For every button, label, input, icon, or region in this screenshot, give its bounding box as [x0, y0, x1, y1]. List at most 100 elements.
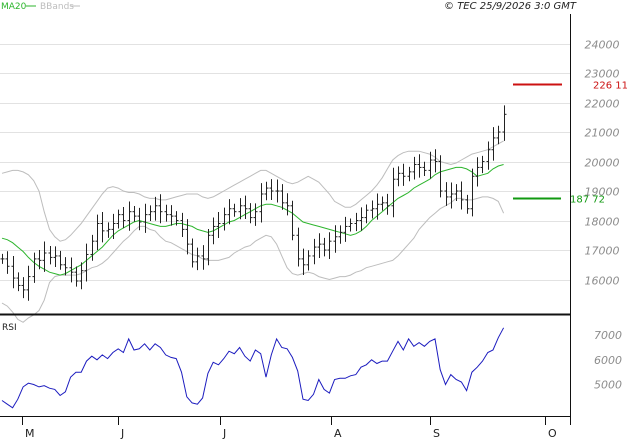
ohlc-bar [465, 194, 470, 214]
ohlc-bar [137, 207, 142, 231]
ohlc-bar [74, 266, 79, 287]
ohlc-bar [84, 243, 89, 282]
ohlc-bar [348, 218, 353, 232]
ohlc-bar [396, 166, 401, 187]
ohlc-bar [37, 249, 42, 270]
price-tick-label: 18000 [585, 216, 620, 229]
ohlc-bar [11, 256, 16, 289]
price-tick-label: 17000 [585, 245, 620, 258]
price-tick-label: 21000 [585, 127, 620, 140]
rsi-tick-label: 5000 [594, 378, 622, 391]
ohlc-bar [333, 225, 338, 253]
resistance-level-label: 226 11 [593, 81, 627, 92]
price-tick-label: 16000 [585, 275, 620, 288]
month-label: J [120, 427, 124, 440]
ohlc-bar [238, 198, 243, 220]
ohlc-bar [185, 219, 190, 255]
ohlc-bar [26, 265, 31, 301]
ohlc-bar [401, 163, 406, 186]
ohlc-bar [459, 181, 464, 210]
ohlc-bar [180, 212, 185, 237]
bbands-upper-line [1, 140, 504, 242]
ohlc-bar [169, 205, 174, 226]
ohlc-bar [153, 196, 158, 221]
ohlc-bar [16, 272, 21, 292]
ohlc-bar [21, 277, 26, 299]
ohlc-bar [32, 252, 37, 283]
ohlc-bar [58, 250, 63, 270]
rsi-panel: RSI 5000 6000 7000 [1, 323, 622, 409]
ohlc-bar [111, 213, 116, 239]
ohlc-bar [0, 253, 5, 264]
month-label: M [25, 427, 35, 440]
ohlc-bar [164, 204, 169, 222]
price-tick-label: 24000 [585, 39, 620, 52]
ohlc-bar [53, 246, 58, 267]
ohlc-bar [296, 227, 301, 267]
ohlc-bar [428, 151, 433, 179]
ohlc-bar [116, 209, 121, 229]
ohlc-bar [264, 181, 269, 201]
ohlc-bar [438, 155, 443, 198]
ohlc-bars [0, 105, 507, 301]
ohlc-bar [216, 211, 221, 238]
ohlc-bar [491, 127, 496, 161]
ohlc-bar [100, 211, 105, 243]
ohlc-bar [475, 157, 480, 187]
ohlc-bar [259, 183, 264, 223]
ohlc-bar [48, 246, 53, 265]
ohlc-bar [174, 211, 179, 226]
ohlc-bar [285, 193, 290, 216]
ohlc-bar [132, 206, 137, 222]
ohlc-bar [222, 207, 227, 231]
ohlc-bar [417, 154, 422, 178]
ohlc-bar [79, 262, 84, 290]
ohlc-bar [211, 217, 216, 245]
ohlc-bar [412, 156, 417, 180]
rsi-line [1, 327, 505, 409]
ohlc-bar [306, 250, 311, 271]
ma20-line [1, 164, 504, 276]
ohlc-bar [206, 228, 211, 266]
ohlc-bar [312, 238, 317, 265]
ohlc-bar [480, 155, 485, 174]
ohlc-bar [195, 247, 200, 271]
ohlc-bar [275, 179, 280, 203]
legend-bbands-label: BBands [40, 2, 74, 12]
ohlc-bar [422, 161, 427, 177]
ohlc-bar [433, 149, 438, 173]
ohlc-bar [375, 193, 380, 220]
price-tick-label: 20000 [585, 157, 620, 170]
ohlc-bar [322, 237, 327, 257]
ohlc-bar [127, 201, 132, 231]
ohlc-bar [5, 251, 10, 274]
ohlc-bar [502, 105, 507, 141]
ohlc-bar [227, 199, 232, 225]
ohlc-bar [370, 200, 375, 219]
ohlc-bar [143, 203, 148, 233]
ohlc-bar [248, 203, 253, 224]
ohlc-bar [201, 245, 206, 270]
ohlc-bar [359, 207, 364, 231]
ohlc-bar [95, 214, 100, 251]
ohlc-bar [317, 233, 322, 258]
ohlc-bar [364, 204, 369, 224]
ohlc-bar [90, 234, 95, 261]
ohlc-bar [69, 257, 74, 283]
ohlc-bar [444, 182, 449, 206]
ohlc-bar [243, 195, 248, 219]
rsi-tick-label: 6000 [594, 354, 622, 367]
rsi-axis: 5000 6000 7000 [594, 329, 622, 391]
ohlc-bar [496, 125, 501, 145]
ohlc-bar [301, 248, 306, 276]
ohlc-bar [407, 166, 412, 182]
price-grid [0, 44, 570, 281]
ohlc-bar [106, 222, 111, 238]
month-label: O [548, 427, 557, 440]
month-label: A [334, 427, 342, 440]
ohlc-bar [232, 203, 237, 217]
rsi-tick-label: 7000 [594, 329, 622, 342]
price-tick-label: 23000 [585, 68, 620, 81]
